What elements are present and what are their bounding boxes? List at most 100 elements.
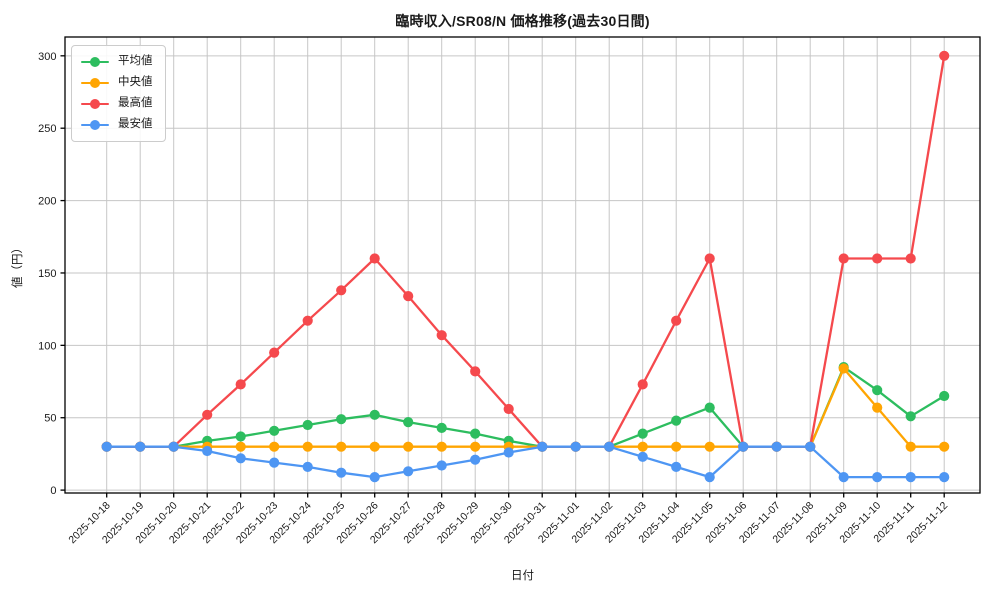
series-point-min (302, 461, 313, 472)
series-line-min (105, 445, 946, 479)
series-point-median (403, 441, 414, 452)
series-point-average (369, 409, 380, 420)
legend-label-max: 最高値 (118, 97, 153, 110)
series-point-max (202, 409, 213, 420)
series-point-min (738, 441, 749, 452)
series-point-median (939, 441, 950, 452)
series-point-median (470, 441, 481, 452)
series-point-max (905, 253, 916, 264)
series-point-average (436, 422, 447, 433)
series-point-median (905, 441, 916, 452)
series-point-min (939, 472, 950, 483)
series-point-max (369, 253, 380, 264)
series-point-average (403, 417, 414, 428)
series-point-median (369, 441, 380, 452)
series-point-max (269, 347, 280, 358)
series-point-average (872, 385, 883, 396)
series-point-max (235, 379, 246, 390)
series-point-max (302, 315, 313, 326)
legend-dot-max (90, 99, 100, 109)
legend-dot-average (90, 57, 100, 67)
series-point-min (168, 441, 179, 452)
series-point-average (470, 428, 481, 439)
y-tick-label: 100 (38, 340, 56, 352)
y-tick-label: 150 (38, 268, 56, 280)
series-point-median (704, 441, 715, 452)
legend: 平均値中央値最高値最安値 (71, 45, 166, 142)
series-point-min (336, 467, 347, 478)
series-point-min (604, 441, 615, 452)
y-tick-label: 200 (38, 196, 56, 208)
series-point-median (637, 441, 648, 452)
legend-item-average: 平均値 (81, 53, 153, 71)
legend-label-median: 中央値 (118, 76, 153, 89)
legend-marker-median (81, 78, 109, 88)
series-point-max (872, 253, 883, 264)
series-point-min (101, 441, 112, 452)
legend-item-min: 最安値 (81, 116, 153, 134)
series-line-max (105, 54, 946, 448)
series-point-average (302, 419, 313, 431)
series-point-min (872, 472, 883, 483)
series-point-min (771, 441, 782, 452)
legend-marker-average (81, 57, 109, 67)
series-point-median (269, 441, 280, 452)
series-point-min (637, 451, 648, 462)
series-point-min (537, 441, 548, 452)
series-point-min (805, 441, 816, 452)
series-point-max (470, 366, 481, 377)
series-point-min (671, 461, 682, 472)
series-point-min (403, 466, 414, 477)
series-point-max (336, 285, 347, 296)
legend-marker-max (81, 99, 109, 109)
series-point-min (202, 445, 213, 457)
series-point-max (403, 291, 414, 302)
series-point-average (269, 425, 280, 436)
legend-dot-min (90, 120, 100, 130)
series-point-min (269, 457, 280, 468)
series-point-min (369, 472, 380, 483)
series-line-median (105, 367, 946, 448)
series-point-min (704, 472, 715, 483)
series-point-max (436, 330, 447, 341)
series-point-max (503, 403, 514, 415)
series-point-min (905, 472, 916, 483)
y-axis-label: 値（円） (12, 242, 24, 288)
series-point-average (235, 431, 246, 442)
series-point-min (503, 447, 514, 458)
legend-item-max: 最高値 (81, 95, 153, 113)
series-point-min (570, 441, 581, 452)
series-point-min (235, 453, 246, 464)
y-tick-label: 300 (38, 51, 56, 63)
series-point-max (637, 379, 648, 390)
series-line-average (105, 365, 946, 448)
series-point-max (704, 253, 715, 264)
series-point-median (838, 363, 849, 374)
chart-title: 臨時収入/SR08/N 価格推移(過去30日間) (395, 13, 650, 29)
series-point-max (671, 315, 682, 326)
legend-label-min: 最安値 (118, 118, 153, 131)
plot-border (64, 36, 981, 494)
series-point-median (235, 441, 246, 452)
y-tick-label: 50 (44, 413, 56, 425)
series-point-average (637, 428, 648, 439)
series-point-median (336, 441, 347, 452)
series-point-average (336, 414, 347, 425)
legend-item-median: 中央値 (81, 74, 153, 92)
series-point-median (302, 441, 313, 452)
x-axis-label: 日付 (511, 570, 534, 582)
series-point-max (939, 50, 950, 61)
series-point-average (704, 402, 715, 413)
series-point-average (939, 390, 950, 402)
series-point-median (872, 402, 883, 413)
series-point-median (436, 441, 447, 452)
y-tick-label: 0 (50, 485, 56, 497)
series-point-min (436, 460, 447, 471)
series-point-min (838, 472, 849, 483)
series-point-min (135, 441, 146, 452)
legend-marker-min (81, 120, 109, 130)
legend-label-average: 平均値 (118, 55, 153, 68)
series-point-max (838, 253, 849, 264)
legend-dot-median (90, 78, 100, 88)
